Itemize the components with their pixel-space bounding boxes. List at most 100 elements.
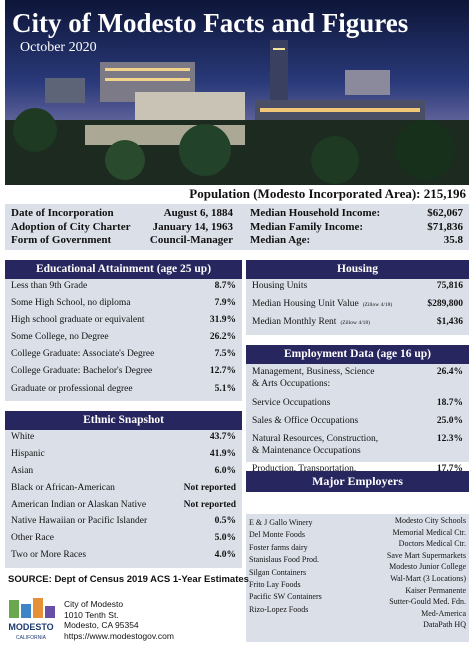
employer: Rizo-Lopez Foods: [249, 604, 309, 614]
row-value: 0.5%: [214, 516, 236, 527]
row-label-line: Production, Transportation,: [252, 464, 357, 474]
table-row: Native Hawaiian or Pacific Islander 0.5%: [5, 516, 242, 533]
employer: Del Monte Foods: [249, 530, 305, 540]
row-label: Graduate or professional degree: [11, 383, 133, 394]
row-label: White: [11, 432, 35, 442]
row-label: High school graduate or equivalent: [11, 315, 145, 326]
row-value: 25.0%: [436, 415, 463, 426]
row-label-line: Service Occupations: [252, 398, 331, 408]
employer: Frito Lay Foods: [249, 580, 301, 590]
logo-name: MODESTO: [8, 622, 53, 632]
row-value: 41.9%: [209, 448, 236, 459]
row-label: Natural Resources, Construction, & Mainte…: [252, 433, 378, 457]
employer: E & J Gallo Winery: [249, 518, 313, 527]
row-value: 6.0%: [214, 465, 236, 476]
row-label: Median Monthly Rent (Zillow 4/18): [252, 317, 370, 327]
table-row: Less than 9th Grade 8.7%: [5, 281, 242, 298]
city-photo: [5, 0, 469, 185]
table-row: Some High School, no diploma 7.9%: [5, 298, 242, 315]
table-row: Sales & Office Occupations 25.0%: [246, 415, 469, 434]
table-row: Hispanic 41.9%: [5, 449, 242, 466]
employer: Save Mart Supermarkets: [386, 550, 466, 560]
fact-value: $71,836: [427, 220, 463, 233]
contact-line: City of Modesto: [64, 599, 124, 609]
date: October 2020: [20, 40, 97, 55]
row-label: Less than 9th Grade: [11, 281, 88, 291]
employer: Wal-Mart (3 Locations): [390, 573, 466, 583]
population-value: 215,196: [423, 186, 466, 201]
table-row: Black or African-American Not reported: [5, 483, 242, 500]
row-value: 12.3%: [436, 434, 463, 444]
basics-box: [5, 204, 469, 250]
employer: Pacific SW Containers: [249, 592, 322, 602]
contact-line: Modesto, CA 95354: [64, 620, 139, 630]
row-label-line: Natural Resources, Construction,: [252, 434, 379, 444]
basics-left: Date of Incorporation August 6, 1884 Adopt…: [5, 207, 241, 248]
table-row: Asian 6.0%: [5, 466, 242, 483]
population-label: Population (Modesto Incorporated Area):: [189, 186, 421, 201]
row-value: 12.7%: [209, 366, 236, 377]
row-value: $289,800: [427, 299, 463, 309]
row-label: Two or More Races: [11, 550, 87, 561]
employers-left: E & J Gallo Winery Del Monte Foods Foster …: [249, 517, 322, 616]
housing-header: Housing: [246, 260, 469, 279]
fact-row: Median Family Income: $71,836: [246, 221, 469, 235]
employers-header: Major Employers: [246, 471, 469, 492]
table-row: Service Occupations 18.7%: [246, 397, 469, 415]
fact-value: 35.8: [443, 234, 463, 246]
row-value: 18.7%: [436, 398, 463, 408]
table-row: Other Race 5.0%: [5, 533, 242, 550]
employer: Stanislaus Food Prod.: [249, 555, 320, 565]
row-value: 26.2%: [209, 332, 236, 343]
employer: Foster farms dairy: [249, 542, 308, 552]
contact: City of Modesto 1010 Tenth St. Modesto, CA…: [64, 599, 174, 641]
contact-line: https://www.modestogov.com: [64, 630, 174, 641]
employer: Memorial Medical Ctr.: [392, 527, 466, 537]
title: City of Modesto Facts and Figures: [12, 8, 409, 38]
row-value: 43.7%: [209, 432, 236, 442]
fact-row: Form of Government Council-Manager: [5, 234, 241, 248]
row-label: Management, Business, Science & Arts Occu…: [252, 366, 374, 390]
population: Population (Modesto Incorporated Area): …: [189, 186, 466, 202]
fact-label: Median Family Income:: [250, 220, 364, 233]
ethnic-header: Ethnic Snapshot: [5, 411, 242, 430]
row-label-line: Sales & Office Occupations: [252, 415, 359, 426]
row-label: College Graduate: Bachelor's Degree: [11, 366, 153, 377]
row-label: Other Race: [11, 533, 54, 544]
row-label: Native Hawaiian or Pacific Islander: [11, 516, 148, 527]
row-note: (Zillow 4/18): [362, 302, 393, 308]
table-row: Housing Units 75,816: [246, 281, 469, 299]
row-value: 31.9%: [209, 315, 236, 326]
employer: DataPath HQ: [423, 620, 466, 630]
table-row: White 43.7%: [5, 432, 242, 449]
contact-line: 1010 Tenth St.: [64, 609, 119, 620]
row-value: Not reported: [183, 482, 236, 493]
fact-label: Adoption of City Charter: [11, 220, 131, 233]
row-value: 4.0%: [214, 550, 236, 561]
row-label: American Indian or Alaskan Native: [11, 499, 147, 510]
row-value: 26.4%: [436, 367, 463, 377]
housing-box: Housing Units 75,816 Median Housing Unit V…: [246, 279, 469, 335]
row-label-line: Management, Business, Science: [252, 367, 375, 377]
table-row: American Indian or Alaskan Native Not rep…: [5, 500, 242, 517]
employer: Sutter-Gould Med. Fdn.: [389, 597, 466, 607]
employment-header: Employment Data (age 16 up): [246, 345, 469, 364]
table-row: Graduate or professional degree 5.1%: [5, 384, 242, 401]
row-label: Service Occupations: [252, 397, 330, 409]
fact-value: August 6, 1884: [163, 207, 233, 219]
table-row: Some College, no Degree 26.2%: [5, 332, 242, 349]
fact-label: Form of Government: [11, 234, 112, 246]
table-row: Median Housing Unit Value (Zillow 4/18) $2…: [246, 299, 469, 317]
row-value: 8.7%: [214, 281, 236, 291]
row-label: Median Housing Unit Value (Zillow 4/18): [252, 299, 393, 309]
employer: Kaiser Permanente: [405, 585, 466, 595]
fact-label: Median Age:: [250, 234, 311, 246]
employer: Doctors Medical Ctr.: [398, 539, 466, 549]
row-value: 7.5%: [214, 349, 236, 360]
employers-right: Modesto City Schools Memorial Medical Ctr…: [387, 515, 466, 631]
row-label: Housing Units: [252, 281, 308, 291]
row-label: Some College, no Degree: [11, 332, 109, 343]
employers-box: [246, 514, 469, 642]
fact-value: January 14, 1963: [152, 220, 233, 233]
